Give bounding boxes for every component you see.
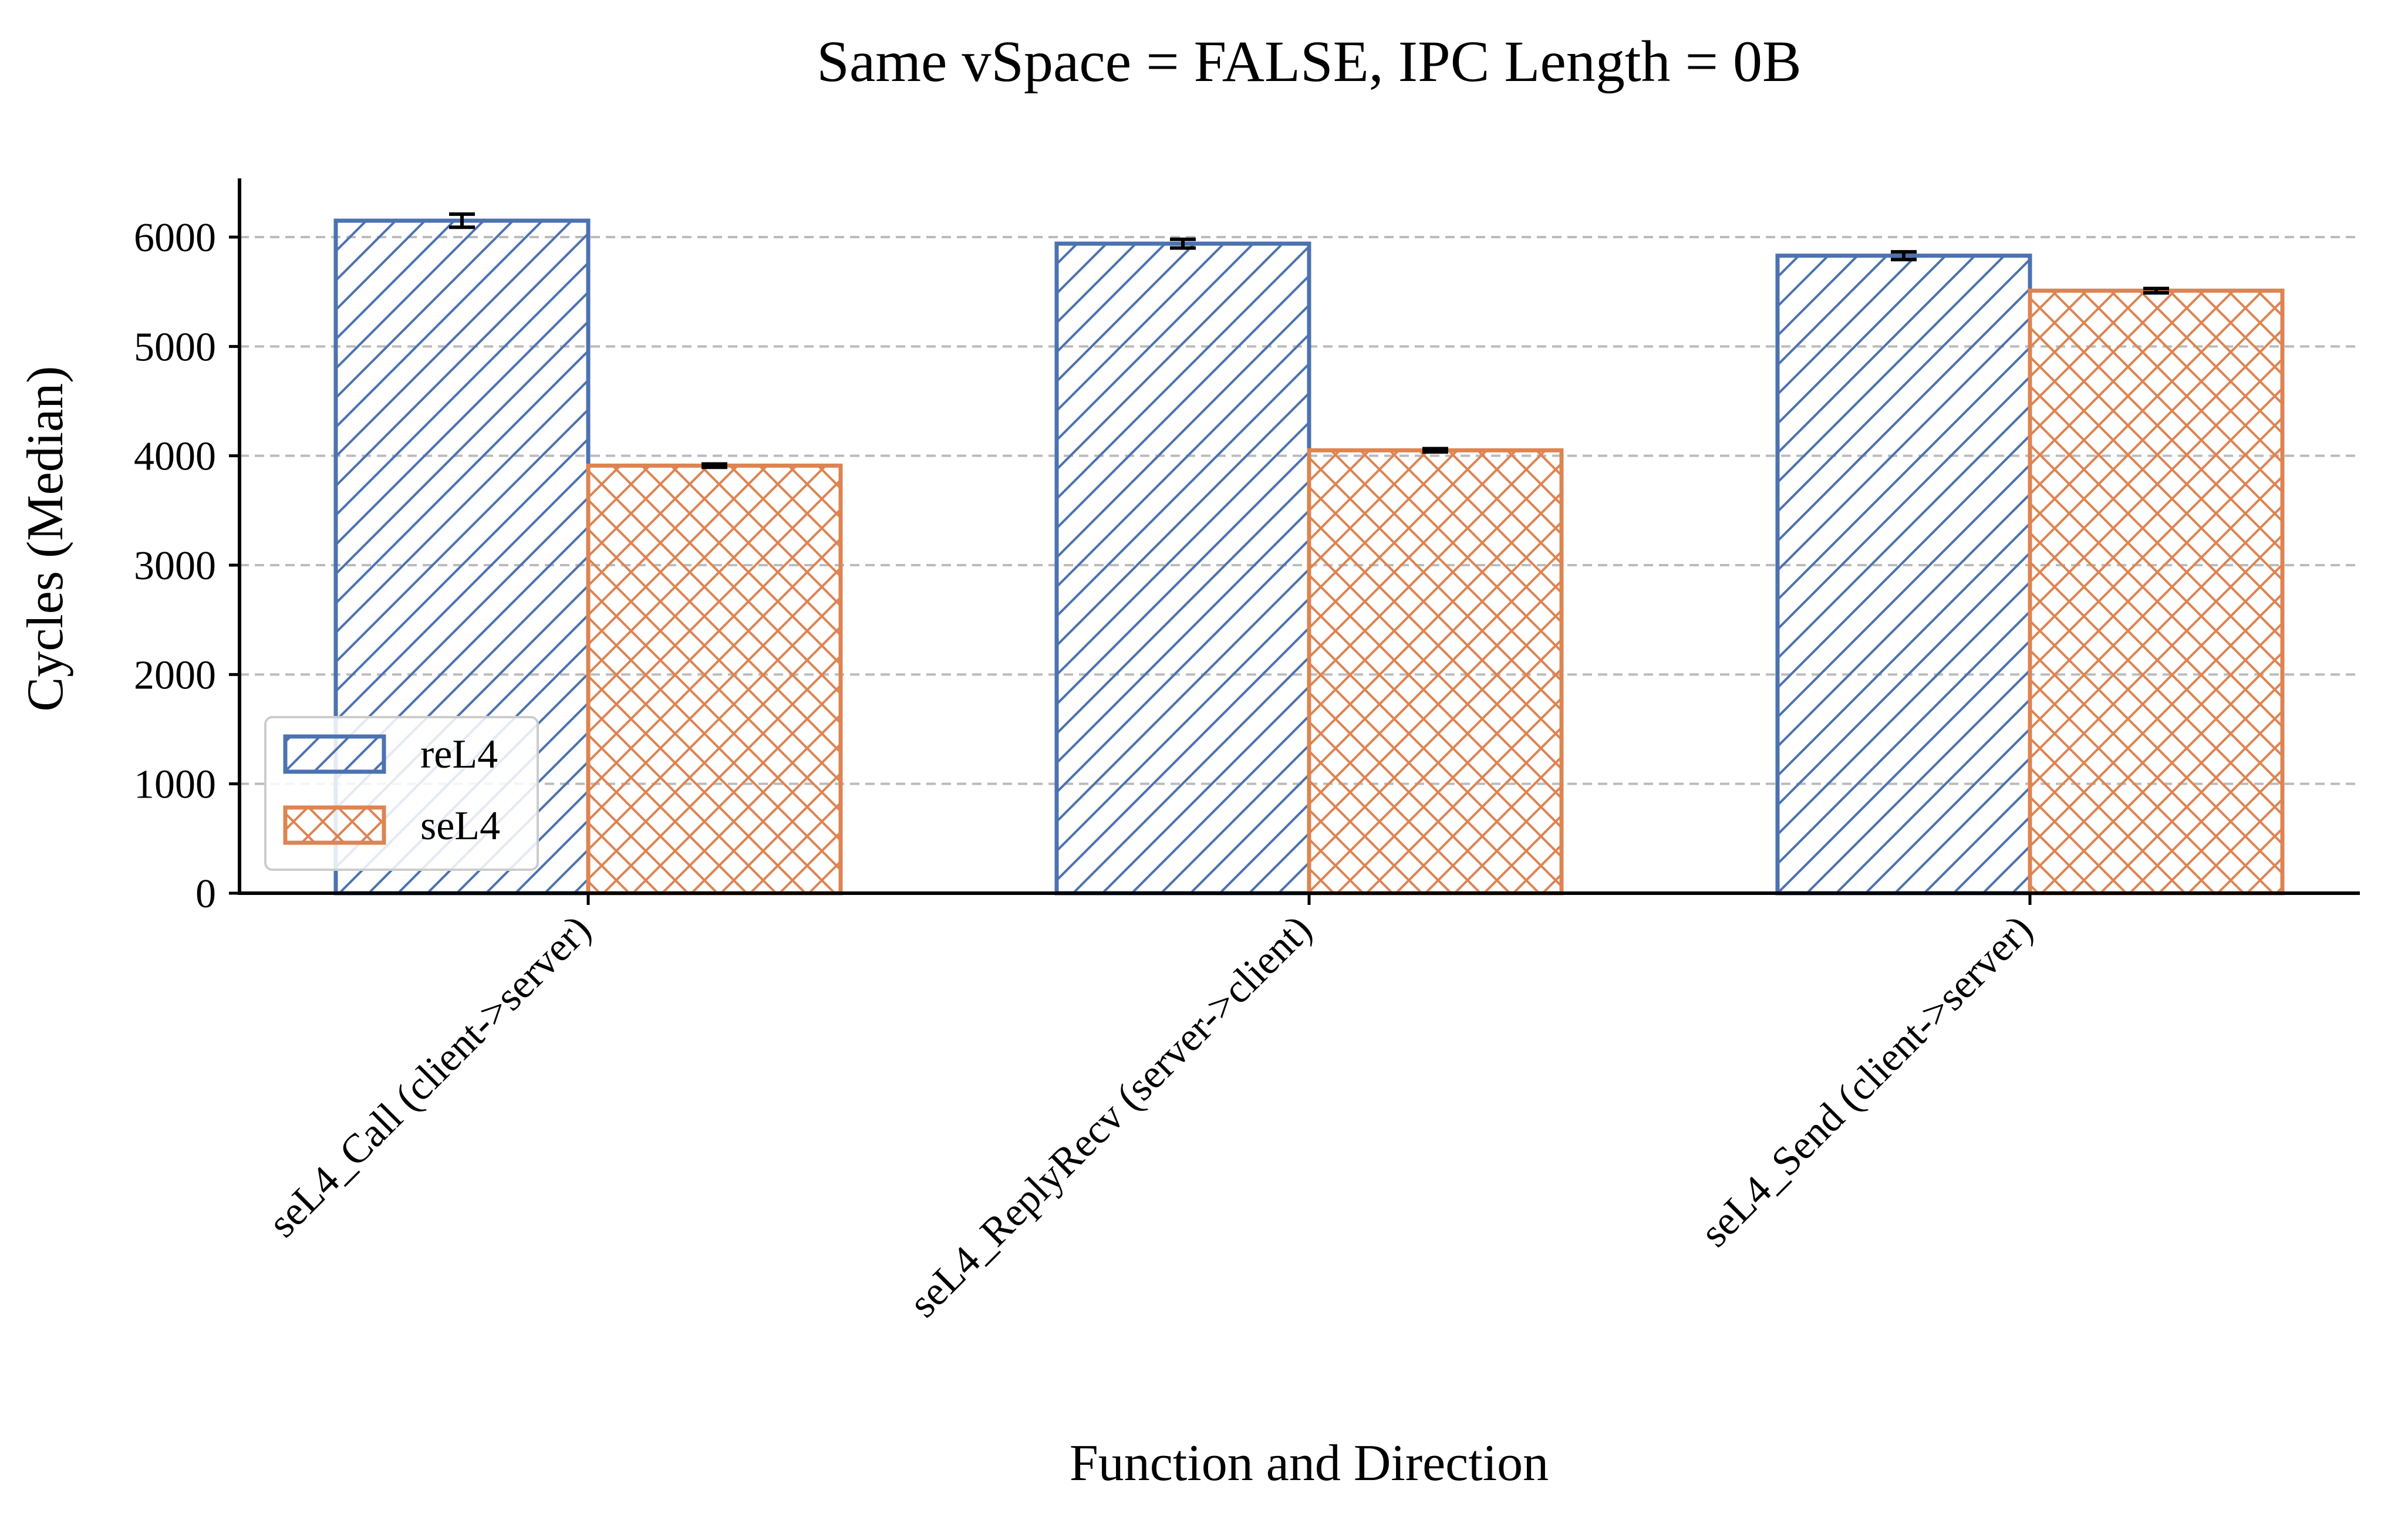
y-axis-label: Cycles (Median) — [17, 366, 74, 712]
legend-swatch-rel4 — [283, 734, 386, 774]
bars — [333, 218, 2285, 896]
bar-sel4-3 — [2028, 288, 2285, 896]
error-bars — [449, 212, 2169, 469]
legend: reL4 seL4 — [264, 716, 539, 871]
y-ticks: 0 1000 2000 3000 4000 5000 6000 — [134, 215, 240, 917]
y-tick-label: 6000 — [134, 215, 216, 261]
legend-label-sel4: seL4 — [420, 803, 500, 849]
legend-swatch-sel4 — [283, 805, 386, 845]
y-tick-label: 1000 — [134, 762, 216, 808]
y-tick-label: 4000 — [134, 434, 216, 479]
legend-label-rel4: reL4 — [420, 732, 498, 777]
y-tick-label: 0 — [195, 871, 216, 917]
x-tick-label: seL4_Send (client->server) — [1692, 907, 2041, 1256]
bar-sel4-1 — [586, 463, 843, 896]
y-tick-label: 2000 — [134, 653, 216, 698]
bar-sel4-2 — [1307, 448, 1564, 896]
y-tick-label: 3000 — [134, 543, 216, 589]
chart-title: Same vSpace = FALSE, IPC Length = 0B — [817, 29, 1802, 94]
bar-rel4-2 — [1054, 241, 1311, 896]
bar-rel4-3 — [1775, 254, 2032, 896]
x-ticks: seL4_Call (client->server) seL4_ReplyRecv… — [260, 893, 2041, 1326]
x-tick-label: seL4_Call (client->server) — [260, 907, 600, 1246]
y-tick-label: 5000 — [134, 325, 216, 370]
x-axis-label: Function and Direction — [1070, 1435, 1549, 1492]
x-tick-label: seL4_ReplyRecv (server->client) — [901, 907, 1320, 1326]
